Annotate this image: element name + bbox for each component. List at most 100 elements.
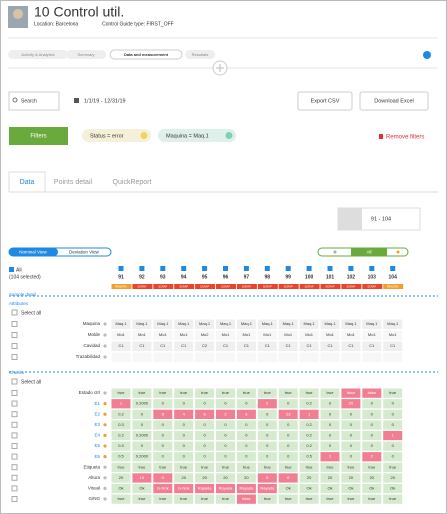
view-option[interactable]: Nominal View [19, 250, 47, 255]
cell-value: Mo1 [305, 332, 314, 337]
cell-value: 19 [140, 475, 145, 480]
checkbox[interactable] [202, 266, 208, 271]
cell [174, 409, 194, 419]
cell [132, 330, 152, 340]
checkbox[interactable] [11, 474, 18, 481]
checkbox[interactable] [327, 266, 333, 271]
export-csv-label: Export CSV [311, 98, 340, 104]
checkbox[interactable] [181, 266, 187, 271]
remove-filters[interactable]: Remove filters [386, 135, 424, 141]
section-title[interactable]: Attributes [9, 301, 29, 306]
chip-close[interactable] [140, 132, 148, 139]
checkbox[interactable] [11, 432, 18, 439]
cell [299, 388, 319, 398]
cell [236, 319, 256, 329]
row-name: Trazabilidad [76, 354, 101, 359]
checkbox[interactable] [11, 496, 18, 502]
tab[interactable] [109, 49, 183, 60]
cell-value: true [347, 464, 355, 469]
checkbox[interactable] [11, 343, 18, 349]
tab[interactable] [185, 50, 215, 59]
cell-value: Maq.1 [366, 321, 378, 326]
checkbox[interactable] [11, 390, 18, 396]
avatar-face [13, 9, 23, 19]
subtab[interactable]: Data [20, 179, 35, 186]
checkbox[interactable] [11, 421, 18, 428]
filters-button[interactable] [9, 127, 68, 145]
cell [341, 330, 361, 340]
cell-value: 8 [203, 411, 206, 416]
checkbox[interactable] [264, 266, 270, 271]
checkbox[interactable] [11, 443, 18, 449]
checkbox[interactable] [11, 332, 18, 338]
cell-value: 0.3 [118, 443, 124, 448]
checkbox[interactable] [11, 464, 18, 471]
status-label: SCRAP [242, 284, 251, 288]
checkbox[interactable] [139, 266, 145, 271]
cell [362, 399, 382, 409]
section-title[interactable]: Sample detail [9, 292, 36, 297]
cell-value: Ok [286, 485, 291, 490]
filter-chip[interactable] [158, 129, 236, 142]
view-option[interactable]: Deviation View [69, 250, 99, 255]
checkbox[interactable] [243, 266, 249, 271]
checkbox[interactable] [285, 266, 291, 271]
tab[interactable] [66, 50, 106, 59]
subtab[interactable]: Points detail [54, 179, 93, 186]
search-box[interactable] [8, 91, 60, 111]
cell-value: 5 [162, 411, 165, 416]
export-csv-button[interactable] [297, 91, 353, 111]
checkbox[interactable] [223, 266, 228, 271]
date-range[interactable]: 1/1/19 - 12/31/19 [84, 98, 126, 104]
cell [320, 420, 340, 430]
checkbox[interactable] [11, 453, 18, 460]
checkbox[interactable] [160, 266, 166, 271]
cell-value: 20 [202, 475, 207, 480]
checkbox[interactable] [11, 354, 18, 360]
cell-value: 0 [162, 443, 165, 448]
status-label: SCRAP [305, 284, 314, 288]
cell [383, 462, 403, 472]
cell [299, 352, 319, 362]
checkbox[interactable] [369, 266, 375, 271]
page-prev[interactable] [338, 208, 362, 230]
checkbox[interactable] [9, 267, 14, 272]
checkbox[interactable] [11, 485, 18, 492]
cell [257, 341, 277, 351]
cell [153, 430, 173, 441]
download-excel-button[interactable] [359, 91, 429, 111]
checkbox[interactable] [348, 266, 354, 271]
checkbox[interactable] [11, 400, 18, 407]
checkbox[interactable] [11, 378, 18, 385]
cell-value: C1 [307, 343, 313, 348]
subtab[interactable]: QuickReport [113, 179, 152, 186]
cell [111, 319, 131, 329]
checkbox[interactable] [306, 266, 312, 271]
tab[interactable] [8, 50, 68, 59]
checkbox[interactable] [11, 309, 18, 316]
checkbox[interactable] [11, 321, 18, 327]
cell-value: 1 [392, 432, 395, 437]
section-title[interactable]: Checks [9, 370, 25, 375]
cell-value: 0 [245, 454, 248, 459]
status-bar [278, 284, 299, 289]
checkbox[interactable] [390, 266, 396, 271]
cell [383, 330, 403, 340]
cell-value: Mo1 [180, 332, 189, 337]
filter-chip[interactable] [82, 129, 151, 142]
cell [383, 420, 403, 430]
checkbox[interactable] [11, 411, 18, 418]
cell [174, 399, 194, 409]
checkbox[interactable] [118, 266, 124, 271]
cell-value: Mo1 [326, 332, 335, 337]
cell [174, 319, 194, 329]
cell-value: 0 [392, 422, 395, 427]
info-icon[interactable] [423, 51, 431, 59]
cell [216, 341, 235, 351]
cell-value: true [201, 390, 209, 395]
cell-value: 20 [244, 475, 249, 480]
cell-value: 0 [266, 432, 269, 437]
chip-close[interactable] [225, 132, 233, 139]
cell [111, 341, 131, 351]
cell [216, 430, 235, 441]
